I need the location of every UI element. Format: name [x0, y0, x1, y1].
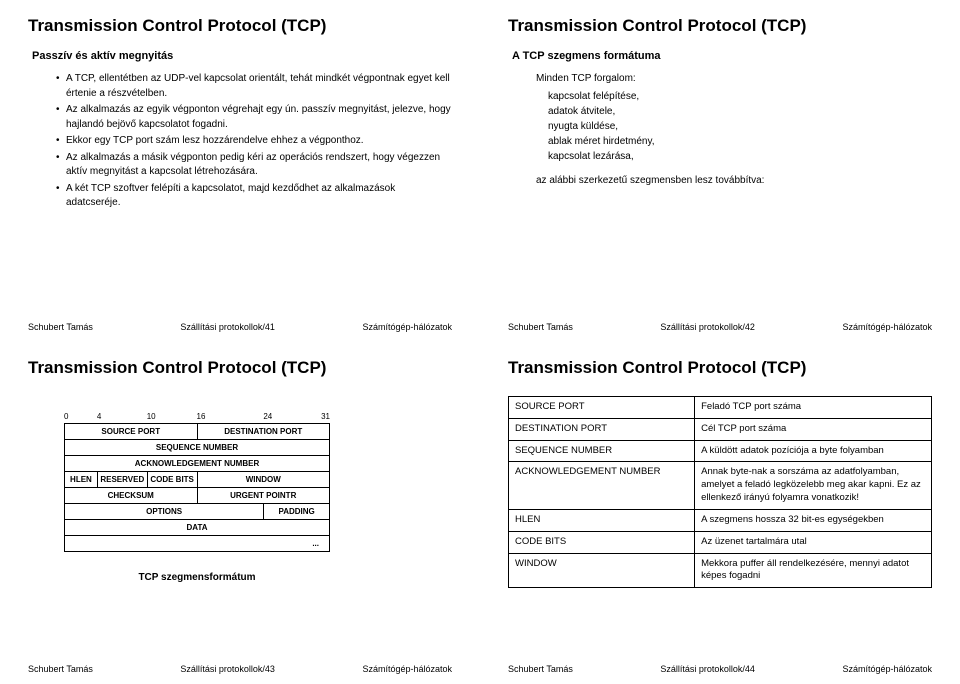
- field-source-port: SOURCE PORT: [65, 424, 198, 439]
- slide-42: Transmission Control Protocol (TCP) A TC…: [480, 0, 960, 342]
- field-desc-cell: A szegmens hossza 32 bit-es egységekben: [695, 509, 932, 531]
- field-hlen: HLEN: [65, 472, 98, 487]
- field-ellipsis: ...: [65, 536, 330, 551]
- table-row: CODE BITS Az üzenet tartalmára utal: [509, 531, 932, 553]
- field-name-cell: SEQUENCE NUMBER: [509, 440, 695, 462]
- bullet-item: A TCP, ellentétben az UDP-vel kapcsolat …: [56, 72, 452, 101]
- header-row: HLEN RESERVED CODE BITS WINDOW: [64, 471, 330, 487]
- intro-text: Minden TCP forgalom:: [536, 72, 932, 87]
- field-options: OPTIONS: [65, 504, 264, 519]
- ruler-tick: 16: [197, 412, 264, 421]
- field-desc-cell: A küldött adatok pozíciója a byte folyam…: [695, 440, 932, 462]
- footer-page: Szállítási protokollok/44: [660, 664, 755, 674]
- outro-text: az alábbi szerkezetű szegmensben lesz to…: [536, 174, 932, 189]
- field-name-cell: ACKNOWLEDGEMENT NUMBER: [509, 462, 695, 509]
- footer-page: Szállítási protokollok/41: [180, 322, 275, 332]
- field-desc-cell: Mekkora puffer áll rendelkezésére, menny…: [695, 553, 932, 588]
- sub-item: ablak méret hirdetmény,: [548, 134, 932, 149]
- field-code-bits: CODE BITS: [148, 472, 198, 487]
- field-padding: PADDING: [264, 504, 330, 519]
- ruler-tick: 0: [64, 412, 97, 421]
- field-data: DATA: [65, 520, 330, 535]
- slide-44: Transmission Control Protocol (TCP) SOUR…: [480, 342, 960, 684]
- field-name-cell: WINDOW: [509, 553, 695, 588]
- footer-page: Szállítási protokollok/43: [180, 664, 275, 674]
- sub-item: adatok átvitele,: [548, 104, 932, 119]
- footer-page: Szállítási protokollok/42: [660, 322, 755, 332]
- field-window: WINDOW: [198, 472, 330, 487]
- bit-ruler: 0 4 10 16 24 31: [64, 412, 330, 421]
- table-row: WINDOW Mekkora puffer áll rendelkezésére…: [509, 553, 932, 588]
- diagram-caption: TCP szegmensformátum: [28, 572, 366, 583]
- field-urgent: URGENT POINTR: [198, 488, 331, 503]
- sub-item: nyugta küldése,: [548, 119, 932, 134]
- footer-author: Schubert Tamás: [28, 322, 93, 332]
- footer-author: Schubert Tamás: [508, 322, 573, 332]
- field-destination-port: DESTINATION PORT: [198, 424, 331, 439]
- slide-title: Transmission Control Protocol (TCP): [28, 358, 452, 378]
- slide-title: Transmission Control Protocol (TCP): [508, 16, 932, 36]
- header-row: ...: [64, 535, 330, 552]
- bullet-list: A TCP, ellentétben az UDP-vel kapcsolat …: [28, 72, 452, 213]
- field-desc-cell: Cél TCP port száma: [695, 418, 932, 440]
- footer-course: Számítógép-hálózatok: [842, 664, 932, 674]
- field-name-cell: DESTINATION PORT: [509, 418, 695, 440]
- bullet-item: Ekkor egy TCP port szám lesz hozzárendel…: [56, 134, 452, 149]
- field-name-cell: HLEN: [509, 509, 695, 531]
- ruler-tick: 31: [321, 412, 330, 421]
- bullet-item: A két TCP szoftver felépíti a kapcsolato…: [56, 182, 452, 211]
- sub-item: kapcsolat felépítése,: [548, 89, 932, 104]
- header-row: DATA: [64, 519, 330, 535]
- slide-title: Transmission Control Protocol (TCP): [508, 358, 932, 378]
- field-desc-cell: Annak byte-nak a sorszáma az adatfolyamb…: [695, 462, 932, 509]
- header-row: ACKNOWLEDGEMENT NUMBER: [64, 455, 330, 471]
- slide-footer: Schubert Tamás Szállítási protokollok/44…: [508, 646, 932, 674]
- header-row: CHECKSUM URGENT POINTR: [64, 487, 330, 503]
- ruler-tick: 4: [97, 412, 147, 421]
- field-name-cell: SOURCE PORT: [509, 397, 695, 419]
- header-row: OPTIONS PADDING: [64, 503, 330, 519]
- field-desc-cell: Feladó TCP port száma: [695, 397, 932, 419]
- table-row: SOURCE PORT Feladó TCP port száma: [509, 397, 932, 419]
- footer-author: Schubert Tamás: [508, 664, 573, 674]
- footer-author: Schubert Tamás: [28, 664, 93, 674]
- field-description-table: SOURCE PORT Feladó TCP port száma DESTIN…: [508, 396, 932, 588]
- field-desc-cell: Az üzenet tartalmára utal: [695, 531, 932, 553]
- bullet-item: Az alkalmazás a másik végponton pedig ké…: [56, 151, 452, 180]
- slide-43: Transmission Control Protocol (TCP) 0 4 …: [0, 342, 480, 684]
- table-row: ACKNOWLEDGEMENT NUMBER Annak byte-nak a …: [509, 462, 932, 509]
- slide-footer: Schubert Tamás Szállítási protokollok/43…: [28, 646, 452, 674]
- footer-course: Számítógép-hálózatok: [362, 664, 452, 674]
- table-row: SEQUENCE NUMBER A küldött adatok pozíció…: [509, 440, 932, 462]
- sub-item: kapcsolat lezárása,: [548, 149, 932, 164]
- header-row: SEQUENCE NUMBER: [64, 439, 330, 455]
- footer-course: Számítógép-hálózatok: [362, 322, 452, 332]
- field-checksum: CHECKSUM: [65, 488, 198, 503]
- field-ack-number: ACKNOWLEDGEMENT NUMBER: [65, 456, 330, 471]
- header-row: SOURCE PORT DESTINATION PORT: [64, 423, 330, 439]
- table-row: DESTINATION PORT Cél TCP port száma: [509, 418, 932, 440]
- field-name-cell: CODE BITS: [509, 531, 695, 553]
- field-sequence-number: SEQUENCE NUMBER: [65, 440, 330, 455]
- field-reserved: RESERVED: [98, 472, 148, 487]
- ruler-tick: 24: [263, 412, 321, 421]
- slide-footer: Schubert Tamás Szállítási protokollok/41…: [28, 304, 452, 332]
- tcp-header-diagram: 0 4 10 16 24 31 SOURCE PORT DESTINATION …: [64, 412, 452, 552]
- bullet-item: Az alkalmazás az egyik végponton végreha…: [56, 103, 452, 132]
- slide-footer: Schubert Tamás Szállítási protokollok/42…: [508, 304, 932, 332]
- slide-subtitle: Passzív és aktív megnyitás: [32, 50, 452, 62]
- slide-41: Transmission Control Protocol (TCP) Pass…: [0, 0, 480, 342]
- table-row: HLEN A szegmens hossza 32 bit-es egysége…: [509, 509, 932, 531]
- sub-list: kapcsolat felépítése, adatok átvitele, n…: [508, 89, 932, 164]
- slide-subtitle: A TCP szegmens formátuma: [512, 50, 932, 62]
- slide-title: Transmission Control Protocol (TCP): [28, 16, 452, 36]
- ruler-tick: 10: [147, 412, 197, 421]
- footer-course: Számítógép-hálózatok: [842, 322, 932, 332]
